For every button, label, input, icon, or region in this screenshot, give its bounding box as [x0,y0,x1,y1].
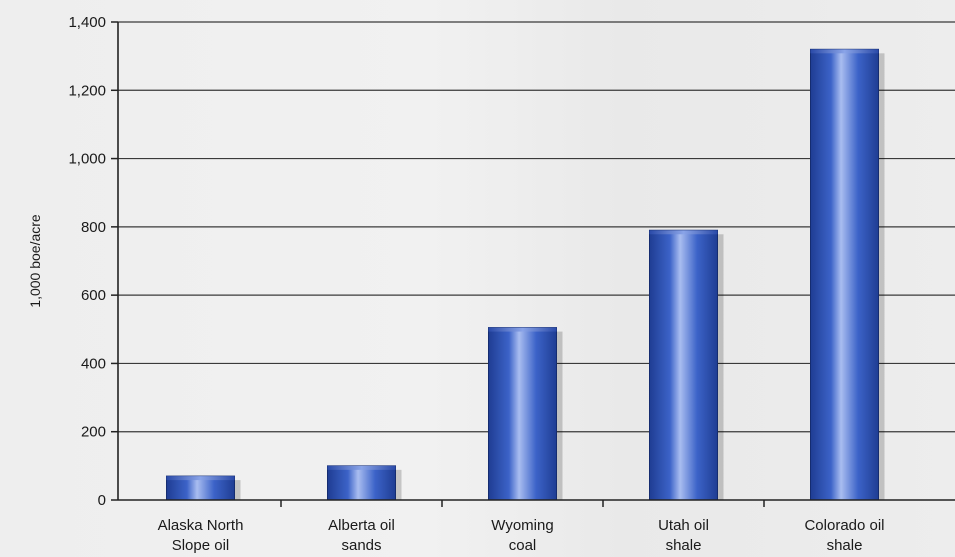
bars [166,48,885,501]
x-category-label: Colorado oil [804,517,884,534]
y-tick-label: 800 [81,219,106,236]
y-tick-label: 1,000 [68,151,106,168]
y-tick-label: 400 [81,355,106,372]
bar-cap [810,49,879,54]
y-tick-label: 1,200 [68,82,106,99]
gridlines [118,21,955,433]
bar-cap [327,465,396,470]
y-tick-label: 1,400 [68,14,106,31]
x-category-label: Alberta oil [328,517,395,534]
bar [327,465,396,501]
bar-cap [488,327,557,332]
y-axis-title: 1,000 boe/acre [27,214,43,308]
bar-cap [649,230,718,235]
x-category-label: shale [666,537,702,554]
x-category-label: Wyoming [491,517,553,534]
x-category-label: shale [827,537,863,554]
bar [649,229,718,501]
x-category-label: sands [341,537,381,554]
x-category-label: Utah oil [658,517,709,534]
y-tick-label: 600 [81,287,106,304]
x-category-label: Slope oil [172,537,230,554]
x-category-label: Alaska North [158,517,244,534]
y-tick-label: 0 [98,492,106,509]
x-category-labels: Alaska North Slope oil Alberta oil sands Wyo… [158,517,885,554]
y-tick-labels: 0 200 400 600 800 1,000 1,200 1,400 [68,14,118,509]
bar-cap [166,476,235,481]
bar [810,48,879,501]
bar [488,327,557,501]
y-tick-label: 200 [81,424,106,441]
axes [117,22,955,507]
x-category-label: coal [509,537,537,554]
